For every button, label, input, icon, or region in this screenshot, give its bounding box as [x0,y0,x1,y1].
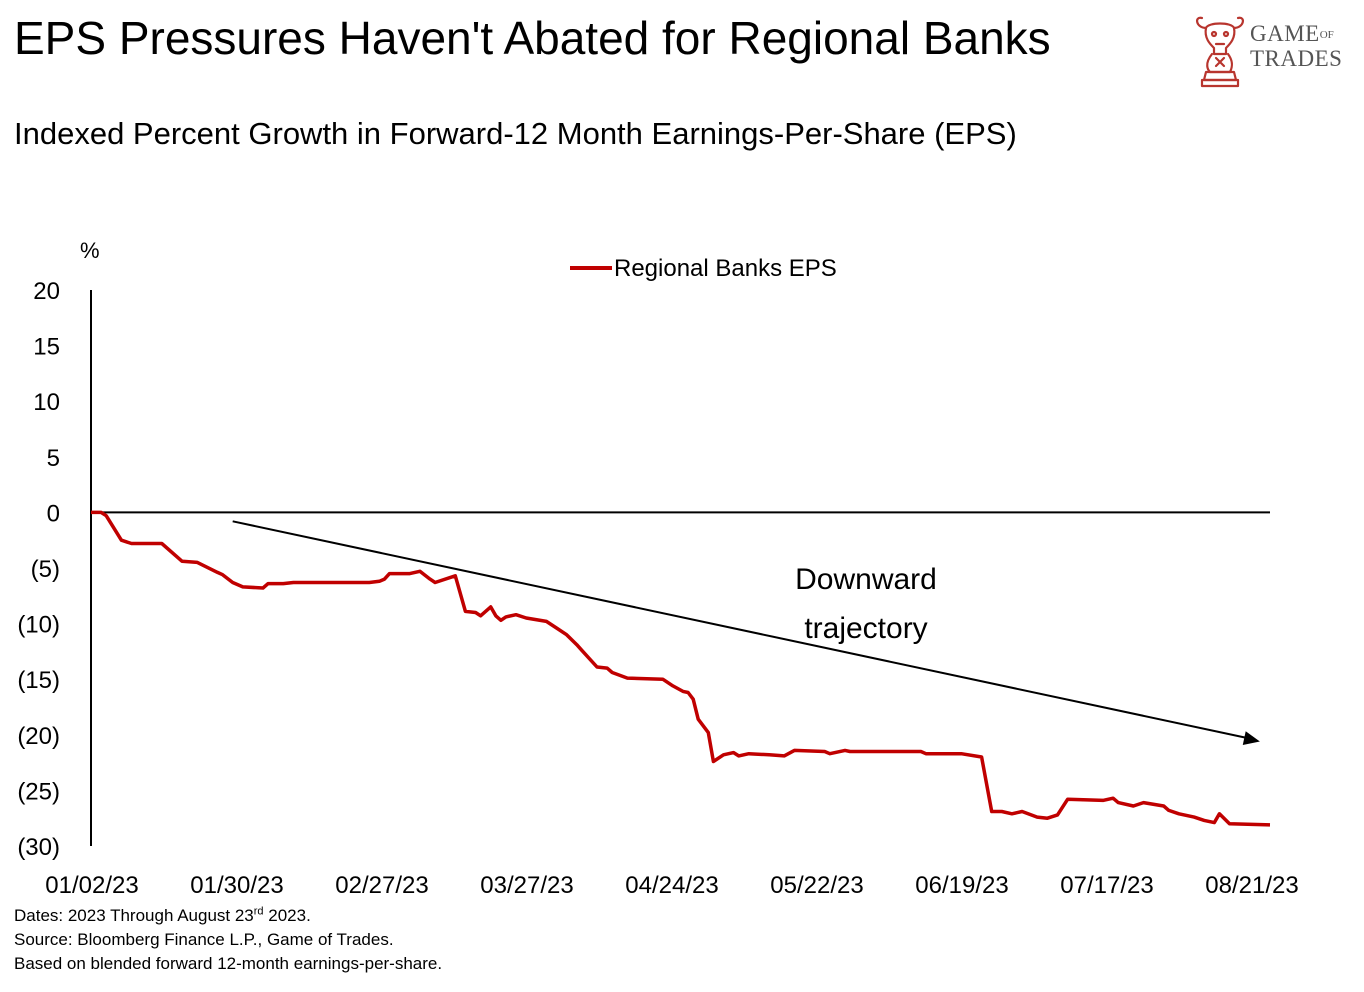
logo-wordmark: GAMEOF TRADES [1250,22,1342,71]
x-tick-label: 01/02/23 [45,872,138,899]
y-tick-label: (15) [17,667,60,694]
x-tick-label: 05/22/23 [770,872,863,899]
y-tick-label: (5) [31,556,60,583]
x-tick-label: 06/19/23 [915,872,1008,899]
annotation-text-line2: trajectory [804,612,927,645]
legend-label-regional-banks-eps: Regional Banks EPS [614,255,837,282]
y-tick-labels: 20 15 10 5 0 (5) (10) (15) (20) (25) (30) [17,278,60,861]
y-tick-label: (30) [17,834,60,861]
footnote-basis: Based on blended forward 12-month earnin… [14,954,443,973]
y-tick-label: (25) [17,778,60,805]
x-tick-label: 02/27/23 [335,872,428,899]
downward-trajectory-annotation: Downward trajectory [232,520,1260,745]
x-tick-label: 07/17/23 [1060,872,1153,899]
annotation-text-line1: Downward [795,563,937,596]
logo-word-of: OF [1319,29,1334,41]
page-title: EPS Pressures Haven't Abated for Regiona… [14,12,1051,64]
footnotes: Dates: 2023 Through August 23rd 2023. So… [14,904,442,976]
bull-knight-chess-icon [1196,16,1244,88]
y-tick-label: (20) [17,723,60,750]
y-tick-label: (10) [17,612,60,639]
page-subtitle: Indexed Percent Growth in Forward-12 Mon… [14,116,1017,151]
y-axis-unit-label: % [80,238,100,263]
logo-word-game: GAME [1250,21,1320,46]
series-regional-banks-eps [91,510,1271,827]
y-tick-label: 20 [33,278,60,305]
x-tick-label: 08/21/23 [1205,872,1298,899]
y-tick-label: 0 [47,500,60,527]
footnote-dates: Dates: 2023 Through August 23rd 2023. [14,905,311,925]
game-of-trades-logo: GAMEOF TRADES [1190,8,1350,92]
trend-arrow-line [232,520,1253,740]
x-tick-label: 03/27/23 [480,872,573,899]
x-tick-label: 01/30/23 [190,872,283,899]
trend-arrow-head [1242,731,1260,745]
series-line-regional-banks-eps [91,510,1271,827]
legend[interactable]: Regional Banks EPS [570,255,837,282]
footnote-source: Source: Bloomberg Finance L.P., Game of … [14,930,394,949]
y-tick-label: 10 [33,389,60,416]
logo-word-trades: TRADES [1250,46,1343,71]
x-tick-label: 04/24/23 [625,872,718,899]
x-tick-labels: 01/02/23 01/30/23 02/27/23 03/27/23 04/24/23… [45,872,1298,899]
y-tick-label: 5 [47,445,60,472]
y-tick-label: 15 [33,334,60,361]
